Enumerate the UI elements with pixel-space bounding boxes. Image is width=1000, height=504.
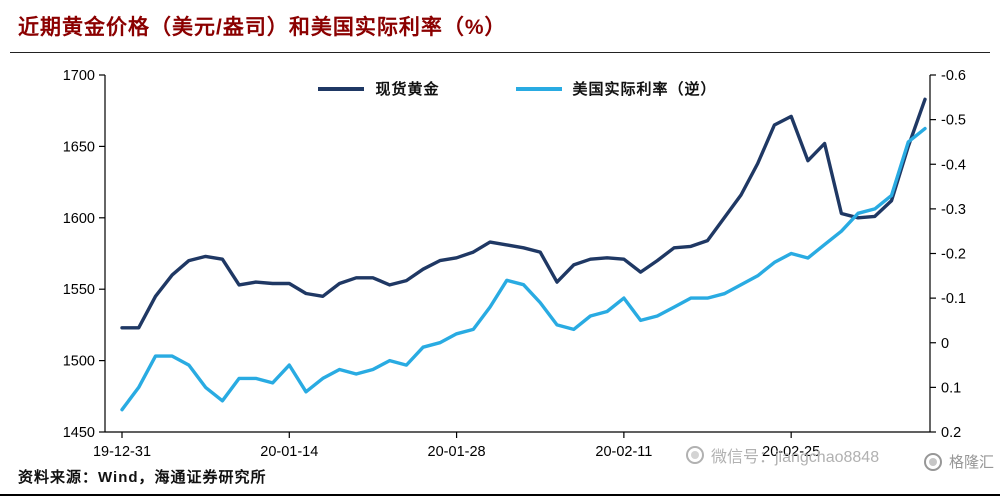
right-axis-tick-label: -0.6 — [941, 68, 966, 84]
left-axis-tick-label: 1600 — [63, 211, 95, 227]
right-axis-tick-label: 0 — [941, 336, 949, 352]
right-axis-tick-label: 0.1 — [941, 380, 961, 396]
right-axis-tick-label: -0.3 — [941, 202, 966, 218]
gelonghui-logo-icon — [686, 446, 704, 464]
right-axis-tick-label: 0.2 — [941, 425, 961, 441]
title-divider — [10, 52, 990, 53]
left-axis-tick-label: 1450 — [63, 425, 95, 441]
left-axis-tick-label: 1650 — [63, 139, 95, 155]
page-title: 近期黄金价格（美元/盎司）和美国实际利率（%） — [18, 16, 507, 39]
wechat-watermark: 微信号：jiangchao8848 — [686, 443, 879, 467]
data-source-note: 资料来源：Wind，海通证券研究所 — [18, 469, 267, 486]
x-axis-tick-label: 19-12-31 — [93, 444, 151, 460]
series-line-gold — [120, 97, 927, 330]
left-axis-tick-label: 1550 — [63, 282, 95, 298]
gold-line-swatch — [318, 86, 365, 91]
right-axis-tick-label: -0.2 — [941, 247, 966, 263]
left-axis-tick-label: 1700 — [63, 68, 95, 84]
x-axis-tick-label: 20-02-25 — [762, 444, 820, 460]
right-axis-tick-label: -0.1 — [941, 291, 966, 307]
chart-legend: 现货黄金 美国实际利率（逆） — [105, 78, 930, 99]
left-axis-tick-label: 1500 — [63, 354, 95, 370]
x-axis-tick-label: 20-01-28 — [428, 444, 486, 460]
bottom-divider — [0, 494, 1000, 496]
legend-label-rate: 美国实际利率（逆） — [572, 81, 717, 98]
x-axis-tick-label: 20-02-11 — [595, 444, 652, 460]
x-axis-tick-label: 20-01-14 — [260, 444, 318, 460]
right-axis-tick-label: -0.4 — [941, 157, 966, 173]
legend-item-rate: 美国实际利率（逆） — [515, 78, 717, 99]
brand-name-text: 格隆汇 — [948, 454, 994, 471]
rate-line-swatch — [515, 86, 562, 91]
legend-item-gold: 现货黄金 — [318, 78, 439, 99]
wechat-id-text: 微信号：jiangchao8848 — [711, 449, 880, 466]
gelonghui-logo-icon — [923, 452, 942, 471]
right-axis-tick-label: -0.5 — [941, 113, 966, 129]
legend-label-gold: 现货黄金 — [375, 81, 440, 98]
series-line-real-rate — [120, 126, 927, 412]
gelonghui-watermark: 格隆汇 — [923, 451, 994, 472]
